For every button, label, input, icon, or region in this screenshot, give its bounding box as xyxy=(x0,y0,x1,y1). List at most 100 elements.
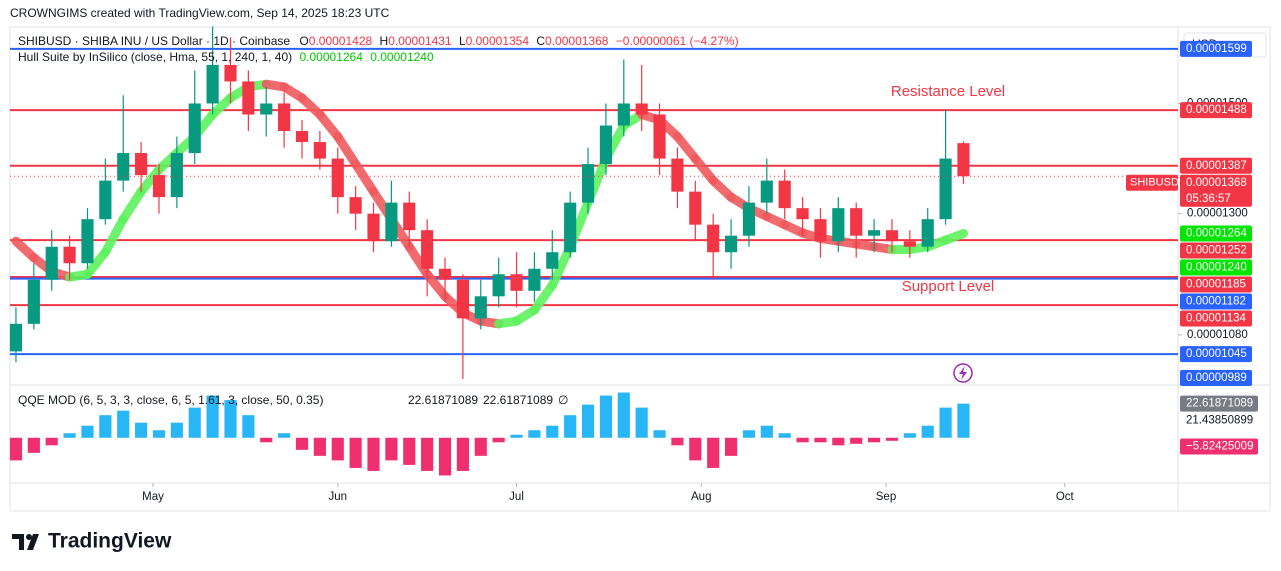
candle-body xyxy=(599,125,612,165)
candle-body xyxy=(939,158,952,220)
qqe-bar xyxy=(832,437,845,446)
frame xyxy=(9,26,1271,512)
price-badge-label: 0.00001387 xyxy=(1186,160,1247,172)
qqe-badge-label: −5.82425009 xyxy=(1186,441,1253,453)
qqe-bar xyxy=(528,430,541,438)
plot: May Jun Jul Aug Sep Oct 0.00001080 0.00001300 0.… xyxy=(9,26,1258,503)
qqe-bar xyxy=(778,433,791,438)
y-tick-label: 0.00001080 xyxy=(1187,329,1248,341)
qqe-bar xyxy=(885,437,899,441)
qqe-bar xyxy=(760,425,773,438)
qqe-bar xyxy=(421,437,434,471)
candle-body xyxy=(510,274,523,291)
hull-legend: Hull Suite by InSilico (close, Hma, 55, … xyxy=(18,50,434,64)
candle-body xyxy=(9,323,23,352)
qqe-bar xyxy=(581,404,595,438)
candle-body xyxy=(224,64,237,82)
price-badge xyxy=(1180,276,1252,293)
candle-body xyxy=(617,103,630,126)
logo xyxy=(12,534,39,550)
alert-icon[interactable] xyxy=(953,363,973,383)
legend-low: 0.00001354 xyxy=(466,34,530,48)
qqe-bar xyxy=(510,434,523,438)
candle-body xyxy=(278,103,291,132)
qqe-bar xyxy=(367,437,380,471)
candle-body xyxy=(868,230,881,236)
qqe-badge-label: 22.61871089 xyxy=(1186,398,1253,410)
qqe-bar xyxy=(492,437,505,443)
price-badge-label: 0.00001599 xyxy=(1186,43,1247,55)
candle-body xyxy=(260,103,273,115)
candle-body xyxy=(814,219,827,242)
qqe-bar xyxy=(939,407,952,438)
price-badge-label: 0.00001185 xyxy=(1186,279,1246,291)
legend-key: C xyxy=(536,34,545,48)
qqe-bar xyxy=(689,437,702,461)
alert-bolt xyxy=(959,366,967,380)
x-tick-label: Aug xyxy=(691,491,711,503)
price-badge-label: 0.00001045 xyxy=(1186,348,1247,360)
legend-high: 0.00001431 xyxy=(388,34,452,48)
qqe-bar xyxy=(599,395,612,438)
price-badge-label: 0.00000989 xyxy=(1186,372,1247,384)
x-tick-label: May xyxy=(142,491,164,503)
x-tick-label: Sep xyxy=(876,491,896,503)
candle-body xyxy=(957,143,970,177)
qqe-bar xyxy=(903,433,916,438)
price-badge xyxy=(1180,40,1252,57)
x-tick-label: Jul xyxy=(509,491,524,503)
hull-segment xyxy=(422,269,450,301)
hull-segment xyxy=(136,165,164,197)
qqe-legend: QQE MOD (6, 5, 3, 3, close, 6, 5, 1.61, … xyxy=(18,393,323,407)
candle-body xyxy=(528,268,541,291)
candle-body xyxy=(546,252,559,269)
countdown: 05:36:57 xyxy=(1186,193,1231,205)
candle-body xyxy=(170,153,183,198)
price-badge-label: 0.00001134 xyxy=(1186,313,1247,325)
price-badge-label: 0.00001488 xyxy=(1186,104,1247,116)
hull-value: 0.00001240 xyxy=(370,50,434,64)
hull-segment xyxy=(529,280,557,315)
legend-close: 0.00001368 xyxy=(545,34,609,48)
candle-body xyxy=(689,191,702,225)
credit: CROWNGIMS created with TradingView.com, … xyxy=(10,6,390,20)
qqe-na: ∅ xyxy=(558,393,568,407)
legend-open: 0.00001428 xyxy=(309,34,373,48)
qqe-bar xyxy=(99,415,112,438)
price-badge xyxy=(1180,225,1252,242)
qqe-bar xyxy=(742,430,756,438)
qqe-badge xyxy=(1180,438,1258,455)
candle-body xyxy=(760,180,773,203)
candle-body xyxy=(367,213,380,242)
candle-body xyxy=(474,296,487,319)
candle-body xyxy=(45,246,58,280)
candle-body xyxy=(135,153,148,176)
qqe-bar xyxy=(313,437,326,456)
candle-body xyxy=(707,224,720,253)
hull-segment xyxy=(941,228,968,245)
price-badge-label: 0.00001182 xyxy=(1186,296,1246,308)
annotation: Support Level xyxy=(902,278,995,295)
hull-segment xyxy=(82,247,110,279)
candle-body xyxy=(349,197,362,214)
candle-body xyxy=(421,230,434,269)
qqe-bar xyxy=(921,425,934,438)
qqe-bar xyxy=(403,437,416,465)
qqe-bar xyxy=(206,395,219,438)
candle-body xyxy=(581,164,595,203)
symbol-tag xyxy=(1126,174,1178,191)
candle-body xyxy=(832,208,845,242)
candle-body xyxy=(903,241,916,247)
hull-segment xyxy=(333,132,361,169)
qqe-bar xyxy=(456,437,469,471)
candle-body xyxy=(438,268,452,280)
candle-body xyxy=(117,153,130,181)
qqe-bar xyxy=(546,425,559,438)
qqe-bar xyxy=(474,437,487,456)
candle-body xyxy=(456,279,469,319)
candle-body xyxy=(653,114,666,159)
price-badge xyxy=(1180,293,1252,310)
hull-segment xyxy=(351,159,379,197)
qqe-bar xyxy=(242,415,255,438)
